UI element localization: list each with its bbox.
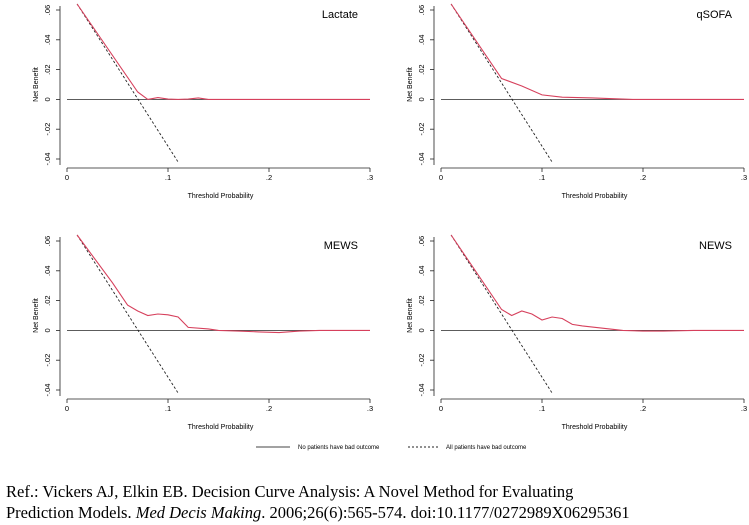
x-tick-label: .3 xyxy=(741,173,747,182)
chart-panel-qsofa: -.04 -.02 0 .02 .04 .06 0 .1 .2 .3 Threshold Proba… xyxy=(407,3,747,200)
y-tick-label: -.02 xyxy=(417,123,426,136)
y-tick-label: -.02 xyxy=(43,354,52,367)
y-axis-title: Net Benefit xyxy=(33,298,40,333)
y-axis-title: Net Benefit xyxy=(407,298,414,333)
x-axis-title: Threshold Probability xyxy=(188,424,254,431)
reference-line-1: Ref.: Vickers AJ, Elkin EB. Decision Cur… xyxy=(6,482,574,501)
y-tick-label: .06 xyxy=(417,236,426,246)
x-tick-label: .1 xyxy=(165,173,171,182)
x-tick-label: .2 xyxy=(640,173,646,182)
y-tick-label: -.04 xyxy=(43,384,52,397)
reference-details: . 2006;26(6):565-574. doi:10.1177/027298… xyxy=(261,503,630,522)
model-curve xyxy=(76,3,370,100)
y-tick-label: .06 xyxy=(43,236,52,246)
y-tick-label: 0 xyxy=(417,328,426,332)
x-tick-label: .2 xyxy=(266,404,272,413)
x-axis-title: Threshold Probability xyxy=(562,193,628,200)
x-axis-title: Threshold Probability xyxy=(188,193,254,200)
panel-title: Lactate xyxy=(322,9,358,21)
decision-curve-figure: -.04 -.02 0 .02 .04 .06 0 .1 .2 .3 Threshold Proba… xyxy=(33,3,747,451)
y-tick-label: .04 xyxy=(43,35,52,45)
chart-panel-lactate: -.04 -.02 0 .02 .04 .06 0 .1 .2 .3 Threshold Proba… xyxy=(33,3,373,200)
treat-all-line xyxy=(450,234,553,394)
y-axis-title: Net Benefit xyxy=(407,67,414,102)
x-tick-label: 0 xyxy=(439,404,443,413)
model-curve xyxy=(450,3,744,100)
y-tick-label: 0 xyxy=(417,97,426,101)
y-tick-label: -.04 xyxy=(43,153,52,166)
x-tick-label: 0 xyxy=(439,173,443,182)
x-tick-label: .1 xyxy=(539,173,545,182)
x-tick-label: .1 xyxy=(539,404,545,413)
y-tick-label: 0 xyxy=(43,97,52,101)
legend: No patients have bad outcome All patient… xyxy=(256,445,527,451)
y-tick-label: .04 xyxy=(43,266,52,276)
x-tick-label: 0 xyxy=(65,404,69,413)
y-tick-label: .02 xyxy=(43,64,52,74)
legend-label-no-patients: No patients have bad outcome xyxy=(298,445,380,451)
panel-title: qSOFA xyxy=(697,9,733,21)
y-tick-label: .02 xyxy=(417,295,426,305)
x-tick-label: .3 xyxy=(367,404,373,413)
reference-line-2: Prediction Models. Med Decis Making. 200… xyxy=(6,502,746,523)
y-axis-title: Net Benefit xyxy=(33,67,40,102)
y-tick-label: -.02 xyxy=(43,123,52,136)
legend-label-all-patients: All patients have bad outcome xyxy=(446,445,527,451)
x-tick-label: .2 xyxy=(266,173,272,182)
panel-title: MEWS xyxy=(324,240,358,252)
treat-all-line xyxy=(76,3,179,163)
x-tick-label: 0 xyxy=(65,173,69,182)
y-tick-label: -.04 xyxy=(417,153,426,166)
y-tick-label: -.04 xyxy=(417,384,426,397)
y-tick-label: .06 xyxy=(417,5,426,15)
reference-citation: Ref.: Vickers AJ, Elkin EB. Decision Cur… xyxy=(6,481,746,523)
journal-name: Med Decis Making xyxy=(135,503,262,522)
y-tick-label: .04 xyxy=(417,266,426,276)
x-tick-label: .2 xyxy=(640,404,646,413)
reference-text: Prediction Models. xyxy=(6,503,136,522)
y-tick-label: 0 xyxy=(43,328,52,332)
treat-all-line xyxy=(450,3,553,163)
y-tick-label: .06 xyxy=(43,5,52,15)
y-tick-label: .02 xyxy=(417,64,426,74)
chart-panel-news: -.04 -.02 0 .02 .04 .06 0 .1 .2 .3 Threshold Proba… xyxy=(407,234,747,431)
y-tick-label: -.02 xyxy=(417,354,426,367)
x-axis-title: Threshold Probability xyxy=(562,424,628,431)
x-tick-label: .3 xyxy=(367,173,373,182)
y-tick-label: .02 xyxy=(43,295,52,305)
chart-panel-mews: -.04 -.02 0 .02 .04 .06 0 .1 .2 .3 Threshold Proba… xyxy=(33,234,373,431)
model-curve xyxy=(76,234,370,334)
model-curve xyxy=(450,234,744,332)
panel-title: NEWS xyxy=(699,240,732,252)
x-tick-label: .3 xyxy=(741,404,747,413)
y-tick-label: .04 xyxy=(417,35,426,45)
x-tick-label: .1 xyxy=(165,404,171,413)
